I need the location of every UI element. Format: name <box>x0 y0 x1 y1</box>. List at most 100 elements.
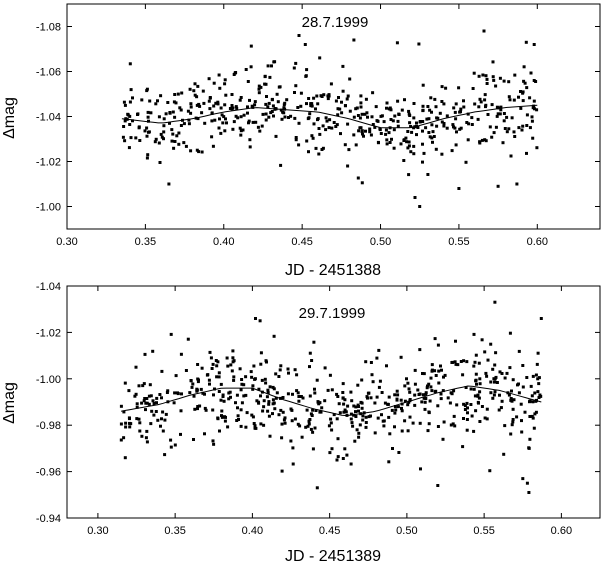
data-point <box>129 422 133 426</box>
data-point <box>440 120 444 124</box>
data-point <box>472 364 476 368</box>
data-point <box>486 358 490 362</box>
data-point <box>146 110 150 114</box>
data-point <box>138 421 142 425</box>
data-point <box>188 391 192 395</box>
data-point <box>340 100 343 104</box>
data-point <box>274 396 278 400</box>
data-point <box>269 111 273 115</box>
data-point <box>523 81 527 85</box>
data-point <box>338 107 342 111</box>
data-point <box>179 124 183 127</box>
data-point <box>375 356 379 360</box>
data-point <box>196 380 200 384</box>
data-point <box>154 102 158 106</box>
data-point <box>427 131 431 134</box>
data-point <box>274 134 278 138</box>
data-point <box>248 145 252 149</box>
data-point <box>266 64 270 68</box>
data-point <box>283 416 287 420</box>
data-point <box>315 94 319 98</box>
data-point <box>191 382 195 386</box>
data-point <box>214 359 218 362</box>
data-point <box>495 381 499 384</box>
data-point <box>505 115 509 119</box>
data-point <box>537 382 541 386</box>
data-point <box>364 421 368 424</box>
data-point <box>123 103 127 107</box>
data-point <box>430 123 434 127</box>
data-point <box>173 443 177 447</box>
data-point <box>451 422 455 426</box>
data-point <box>123 119 127 123</box>
data-point <box>241 128 245 132</box>
data-point <box>340 111 344 115</box>
data-point <box>334 125 338 128</box>
data-point <box>264 359 268 363</box>
data-point <box>379 114 383 118</box>
data-point <box>214 101 218 105</box>
data-point <box>480 405 484 408</box>
data-point <box>427 411 431 415</box>
data-point <box>407 400 411 404</box>
data-point <box>357 405 360 408</box>
data-point <box>184 144 188 148</box>
data-point <box>138 139 142 142</box>
data-point <box>410 130 414 134</box>
data-point <box>360 181 364 185</box>
data-point <box>503 424 507 428</box>
data-point <box>359 105 363 109</box>
data-point <box>238 98 242 102</box>
data-point <box>274 372 278 376</box>
data-point <box>223 103 227 107</box>
data-point <box>256 125 260 129</box>
data-point <box>403 419 407 423</box>
data-point <box>359 400 363 404</box>
data-point <box>335 458 339 462</box>
data-point <box>393 114 397 118</box>
data-point <box>371 380 375 384</box>
data-point <box>408 114 412 117</box>
data-point <box>144 436 148 440</box>
data-point <box>537 376 541 380</box>
data-point <box>293 368 297 372</box>
data-point <box>491 396 495 400</box>
data-point <box>529 384 533 388</box>
data-point <box>369 396 373 400</box>
data-point <box>234 401 237 405</box>
data-point <box>496 184 500 188</box>
data-point <box>364 129 367 133</box>
data-point <box>297 143 301 147</box>
data-point <box>490 103 494 107</box>
data-point <box>325 119 329 123</box>
data-point <box>240 382 244 386</box>
data-point <box>393 405 397 408</box>
data-point <box>237 418 240 421</box>
data-point <box>520 430 524 434</box>
data-point <box>220 414 223 418</box>
data-point <box>330 126 334 130</box>
data-point <box>482 29 486 33</box>
data-point <box>436 404 440 408</box>
data-point <box>264 112 268 116</box>
data-point <box>424 397 428 400</box>
data-point <box>213 118 217 122</box>
data-point <box>199 387 203 391</box>
data-point <box>122 410 126 414</box>
data-point <box>213 387 216 391</box>
y-tick-label: -1.08 <box>36 22 61 34</box>
data-points <box>119 300 543 494</box>
data-point <box>328 373 332 377</box>
data-point <box>356 176 360 180</box>
data-point <box>499 108 503 112</box>
fit-curve <box>121 104 538 129</box>
data-point <box>218 86 222 90</box>
data-point <box>175 134 179 138</box>
data-point <box>380 391 384 394</box>
data-point <box>235 106 239 110</box>
data-point <box>290 419 294 423</box>
data-point <box>358 126 362 130</box>
data-point <box>246 80 250 83</box>
y-tick-label: -0.96 <box>36 467 61 479</box>
data-point <box>267 115 271 119</box>
